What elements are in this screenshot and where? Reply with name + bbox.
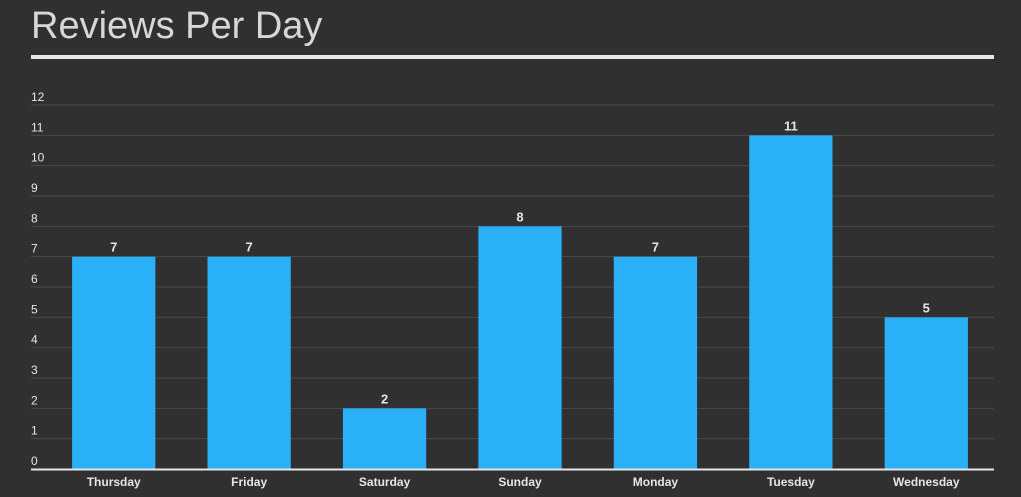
x-tick-label: Monday	[633, 475, 679, 489]
y-tick-label: 9	[31, 181, 38, 195]
bar	[749, 135, 833, 470]
data-label: 2	[381, 391, 388, 406]
y-tick-label: 8	[31, 211, 38, 225]
x-tick-label: Tuesday	[767, 475, 815, 489]
data-label: 7	[246, 240, 253, 255]
title-underline	[31, 55, 994, 59]
y-tick-label: 7	[31, 242, 38, 256]
x-tick-label: Friday	[231, 475, 267, 489]
x-tick-label: Thursday	[87, 475, 141, 489]
y-tick-label: 10	[31, 151, 45, 165]
bar	[884, 317, 968, 469]
data-label: 11	[784, 118, 798, 133]
y-tick-label: 1	[31, 424, 38, 438]
y-tick-label: 6	[31, 272, 38, 286]
x-tick-label: Sunday	[498, 475, 542, 489]
y-tick-label: 11	[31, 120, 44, 134]
y-tick-label: 4	[31, 333, 38, 347]
data-label: 7	[110, 240, 117, 255]
x-tick-label: Wednesday	[893, 475, 960, 489]
data-label: 7	[652, 240, 659, 255]
y-tick-label: 5	[31, 302, 38, 316]
bar	[72, 256, 156, 469]
y-tick-label: 12	[31, 90, 45, 104]
bar	[207, 256, 291, 469]
x-tick-label: Saturday	[359, 475, 411, 489]
y-tick-label: 0	[31, 454, 38, 468]
chart-title: Reviews Per Day	[31, 5, 323, 47]
y-tick-label: 3	[31, 363, 38, 377]
bar	[342, 408, 427, 469]
data-label: 8	[516, 209, 523, 224]
bar	[478, 226, 562, 469]
bar	[613, 256, 698, 469]
y-tick-label: 2	[31, 393, 38, 407]
data-label: 5	[923, 300, 930, 315]
